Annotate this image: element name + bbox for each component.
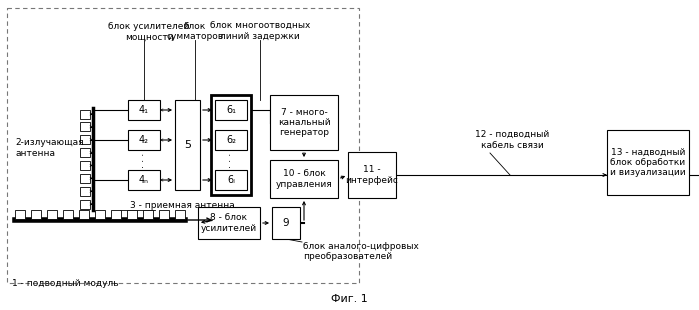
Bar (143, 210, 153, 219)
Bar (95, 210, 105, 219)
Bar (111, 210, 121, 219)
Bar (128, 100, 160, 120)
Text: 4ₙ: 4ₙ (139, 175, 149, 185)
Text: 2-излучающая
антенна: 2-излучающая антенна (15, 138, 84, 158)
Bar (270, 160, 338, 198)
Bar (215, 170, 247, 190)
Text: 1 - подводный модуль: 1 - подводный модуль (12, 279, 119, 288)
Text: 5: 5 (184, 140, 191, 150)
Bar (128, 130, 160, 150)
Bar (80, 174, 90, 183)
Text: · · ·: · · · (226, 153, 236, 168)
Text: 11 -
интерфейс: 11 - интерфейс (345, 165, 398, 185)
Bar (175, 100, 200, 190)
Bar (63, 210, 73, 219)
Bar (128, 170, 160, 190)
Text: 6₂: 6₂ (226, 135, 236, 145)
Bar (80, 187, 90, 196)
Bar (80, 109, 90, 118)
Bar (47, 210, 57, 219)
Bar (79, 210, 89, 219)
Text: блок
сумматоров: блок сумматоров (166, 22, 224, 42)
Bar (607, 130, 689, 195)
Bar (80, 161, 90, 170)
Text: блок аналого-цифровых
преобразователей: блок аналого-цифровых преобразователей (303, 242, 419, 261)
Text: 10 - блок
управления: 10 - блок управления (275, 169, 333, 189)
Text: 3 - приемная антенна: 3 - приемная антенна (130, 201, 235, 210)
Text: 4₁: 4₁ (139, 105, 149, 115)
Bar (31, 210, 41, 219)
Bar (198, 207, 260, 239)
Text: блок многоотводных
линий задержки: блок многоотводных линий задержки (210, 22, 310, 42)
Bar (215, 130, 247, 150)
Bar (80, 148, 90, 157)
Text: 13 - надводный
блок обработки
и визуализации: 13 - надводный блок обработки и визуализ… (610, 148, 686, 177)
Bar (80, 122, 90, 131)
Text: блок усилителей
мощности: блок усилителей мощности (108, 22, 189, 42)
Text: 6ₗ: 6ₗ (227, 175, 235, 185)
Bar (7, 8, 359, 283)
Bar (127, 210, 137, 219)
Bar (80, 135, 90, 144)
Bar (159, 210, 169, 219)
Bar (272, 207, 300, 239)
Bar (270, 95, 338, 150)
Bar (80, 200, 90, 209)
Bar (215, 100, 247, 120)
Text: 7 - много-
канальный
генератор: 7 - много- канальный генератор (278, 108, 331, 137)
Text: 9: 9 (282, 218, 289, 228)
Text: 8 - блок
усилителей: 8 - блок усилителей (201, 213, 257, 233)
Bar (15, 210, 25, 219)
Text: · · ·: · · · (139, 153, 149, 168)
Bar (175, 210, 185, 219)
Bar (211, 95, 251, 195)
Bar (348, 152, 396, 198)
Text: Фиг. 1: Фиг. 1 (331, 294, 368, 304)
Text: 6₁: 6₁ (226, 105, 236, 115)
Text: 12 - подводный
кабель связи: 12 - подводный кабель связи (475, 130, 549, 150)
Text: 4₂: 4₂ (139, 135, 149, 145)
